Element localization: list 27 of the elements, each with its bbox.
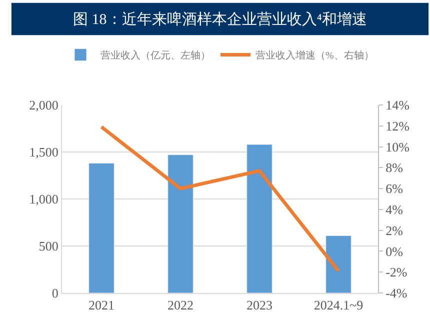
- bar: [168, 154, 194, 293]
- chart-title: 图 18：近年来啤酒样本企业营业收入⁴和增速: [73, 11, 367, 28]
- y2-tick-label: 8%: [386, 160, 404, 176]
- y2-tick-label: -2%: [386, 264, 408, 280]
- y2-tick-label: -4%: [386, 286, 408, 301]
- y2-tick-label: 14%: [386, 98, 410, 113]
- legend-label: 营业收入（亿元、左轴）: [100, 50, 210, 62]
- line-series: [100, 125, 340, 273]
- x-tick-label: 2021: [88, 298, 114, 313]
- bar: [246, 144, 272, 293]
- y2-tick-label: 12%: [386, 118, 410, 134]
- bar: [326, 235, 352, 293]
- y2-tick-label: 6%: [386, 181, 404, 196]
- y-tick-label: 500: [38, 238, 58, 254]
- x-tick-label: 2022: [168, 298, 194, 313]
- legend-label: 营业收入增速（%、右轴）: [256, 50, 374, 62]
- x-tick-label: 2024.1~9: [314, 298, 364, 313]
- bar: [88, 163, 114, 293]
- y2-tick-label: 0%: [386, 244, 404, 259]
- y-tick-label: 2,000: [29, 98, 58, 113]
- y2-tick-label: 10%: [386, 139, 410, 154]
- x-tick-label: 2023: [246, 298, 272, 313]
- y2-tick-label: 4%: [386, 202, 404, 217]
- y2-tick-label: 2%: [386, 222, 404, 238]
- y-tick-label: 0: [52, 286, 58, 301]
- y-tick-label: 1,000: [29, 192, 58, 207]
- y-tick-label: 1,500: [29, 144, 58, 160]
